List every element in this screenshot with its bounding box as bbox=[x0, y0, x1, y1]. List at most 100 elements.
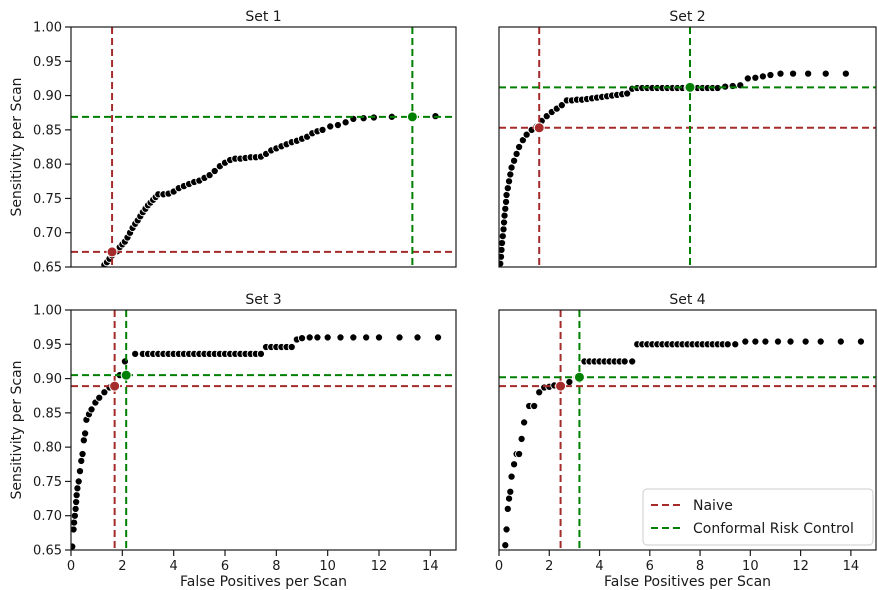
data-point bbox=[515, 449, 524, 459]
panel-title: Set 3 bbox=[245, 292, 281, 308]
crc-legend-label: Conformal Risk Control bbox=[693, 521, 854, 537]
y-axis-label: Sensitivity per Scan bbox=[9, 77, 25, 216]
legend: Naive Conformal Risk Control bbox=[642, 488, 874, 546]
x-tick-label: 6 bbox=[646, 559, 654, 574]
panel-title: Set 4 bbox=[669, 292, 705, 308]
naive-operating-point bbox=[109, 380, 121, 392]
legend-box bbox=[642, 488, 874, 546]
data-point bbox=[72, 497, 81, 507]
data-point bbox=[502, 190, 511, 200]
data-point bbox=[741, 337, 750, 346]
data-point bbox=[801, 337, 810, 346]
data-point bbox=[535, 388, 544, 397]
data-point bbox=[530, 401, 539, 411]
data-point bbox=[287, 342, 296, 352]
panel-title: Set 1 bbox=[245, 9, 281, 25]
data-point bbox=[507, 163, 516, 172]
crc-operating-point bbox=[120, 369, 132, 381]
y-tick-label: 0.65 bbox=[33, 261, 62, 276]
crc-operating-point bbox=[684, 81, 696, 93]
data-point bbox=[620, 357, 629, 366]
data-point bbox=[505, 177, 514, 186]
naive-operating-point bbox=[555, 380, 567, 392]
data-point bbox=[81, 429, 90, 438]
panel-1: Set 1 0.65 0.70 0.75 0.80 0.85 0.90 0.95 1.00 Sen… bbox=[9, 9, 457, 276]
data-point bbox=[520, 418, 529, 427]
y-tick-label: 0.95 bbox=[33, 338, 62, 353]
data-point bbox=[205, 171, 214, 180]
data-point bbox=[77, 456, 86, 465]
data-point bbox=[72, 491, 81, 500]
data-point bbox=[628, 357, 637, 366]
data-point bbox=[786, 337, 795, 346]
y-tick-label: 0.75 bbox=[33, 475, 62, 490]
data-point bbox=[505, 494, 514, 503]
data-point bbox=[78, 449, 87, 459]
data-point bbox=[499, 218, 509, 227]
data-point bbox=[517, 434, 526, 443]
data-point bbox=[100, 388, 109, 397]
data-point bbox=[507, 472, 516, 481]
data-point bbox=[323, 333, 332, 342]
threshold-lines bbox=[499, 27, 876, 267]
data-point bbox=[75, 467, 85, 476]
data-point bbox=[510, 156, 519, 165]
data-point bbox=[318, 125, 327, 134]
x-tick-label: 6 bbox=[221, 559, 229, 574]
data-point bbox=[841, 69, 850, 78]
data-point bbox=[120, 357, 129, 366]
data-point bbox=[71, 542, 77, 550]
naive-legend-label: Naive bbox=[693, 498, 733, 514]
panel-4: Set 4 0 2 4 6 8 10 12 14 False Positives per Scan bbox=[495, 292, 877, 590]
data-point bbox=[71, 504, 80, 513]
y-tick-label: 0.80 bbox=[33, 158, 62, 173]
x-tick-label: 0 bbox=[67, 559, 75, 574]
panel-2: Set 2 bbox=[498, 9, 877, 268]
data-point bbox=[743, 74, 752, 83]
data-point bbox=[326, 122, 335, 131]
data-point bbox=[804, 69, 813, 78]
crc-operating-point bbox=[406, 111, 418, 123]
data-point bbox=[74, 477, 83, 486]
data-point bbox=[499, 232, 507, 241]
x-axis-label: False Positives per Scan bbox=[604, 574, 771, 590]
data-point bbox=[374, 333, 384, 342]
threshold-lines bbox=[71, 310, 456, 550]
plot-frame bbox=[70, 26, 457, 268]
x-tick-label: 0 bbox=[495, 559, 503, 574]
y-tick-label: 0.95 bbox=[33, 55, 62, 70]
naive-operating-point bbox=[533, 122, 545, 134]
data-point bbox=[501, 541, 510, 550]
y-tick-label: 1.00 bbox=[33, 21, 62, 36]
panel-title: Set 2 bbox=[669, 9, 705, 25]
y-tick-label: 0.65 bbox=[33, 544, 62, 559]
data-point bbox=[501, 197, 511, 206]
threshold-lines bbox=[499, 310, 876, 550]
data-point bbox=[751, 337, 760, 346]
data-point bbox=[522, 130, 531, 139]
data-point bbox=[433, 333, 443, 342]
data-point bbox=[512, 149, 521, 158]
data-point bbox=[499, 259, 505, 267]
data-point bbox=[313, 333, 322, 342]
data-point bbox=[761, 337, 770, 346]
data-point bbox=[728, 81, 737, 91]
crc-operating-point bbox=[573, 371, 585, 383]
x-tick-label: 2 bbox=[545, 559, 553, 574]
panels: Set 1 0.65 0.70 0.75 0.80 0.85 0.90 0.95 1.00 Sen… bbox=[9, 9, 877, 590]
y-tick-label: 0.90 bbox=[33, 89, 62, 104]
threshold-lines bbox=[71, 27, 456, 267]
data-point bbox=[359, 114, 368, 123]
naive-operating-point bbox=[106, 246, 118, 258]
data-point bbox=[305, 333, 314, 342]
plot-frame bbox=[70, 309, 457, 551]
data-point bbox=[623, 89, 632, 98]
data-point bbox=[256, 349, 265, 358]
data-point bbox=[502, 525, 511, 534]
data-point bbox=[766, 70, 775, 80]
data-point bbox=[79, 436, 88, 445]
x-axis-label: False Positives per Scan bbox=[180, 574, 347, 590]
x-tick-label: 2 bbox=[118, 559, 126, 574]
y-axis-label: Sensitivity per Scan bbox=[9, 360, 25, 499]
